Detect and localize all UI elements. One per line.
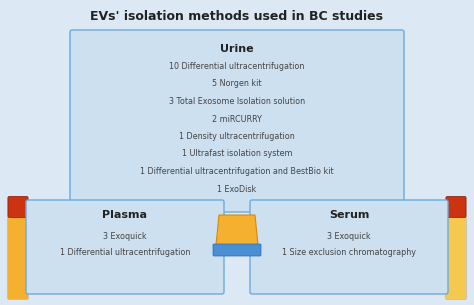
Text: 3 Exoquick: 3 Exoquick: [103, 232, 147, 241]
Text: 3 Total Exosome Isolation solution: 3 Total Exosome Isolation solution: [169, 97, 305, 106]
Text: 1 Size exclusion chromatography: 1 Size exclusion chromatography: [282, 248, 416, 257]
FancyBboxPatch shape: [8, 196, 28, 300]
Text: EVs' isolation methods used in BC studies: EVs' isolation methods used in BC studie…: [91, 10, 383, 23]
Text: 1 Ultrafast isolation system: 1 Ultrafast isolation system: [182, 149, 292, 159]
FancyBboxPatch shape: [8, 196, 28, 217]
Text: Serum: Serum: [329, 210, 369, 220]
FancyBboxPatch shape: [213, 244, 261, 256]
FancyBboxPatch shape: [446, 196, 466, 300]
Text: 1 Differential ultracentrifugation and BestBio kit: 1 Differential ultracentrifugation and B…: [140, 167, 334, 176]
FancyBboxPatch shape: [446, 196, 466, 217]
Text: 1 ExoDisk: 1 ExoDisk: [218, 185, 256, 193]
Text: Urine: Urine: [220, 44, 254, 54]
Text: 1 Differential ultracentrifugation: 1 Differential ultracentrifugation: [60, 248, 190, 257]
Polygon shape: [215, 215, 259, 255]
Text: 5 Norgen kit: 5 Norgen kit: [212, 80, 262, 88]
Text: 2 miRCURRY: 2 miRCURRY: [212, 114, 262, 124]
FancyBboxPatch shape: [26, 200, 224, 294]
Text: Plasma: Plasma: [102, 210, 147, 220]
Text: 3 Exoquick: 3 Exoquick: [327, 232, 371, 241]
Text: 10 Differential ultracentrifugation: 10 Differential ultracentrifugation: [169, 62, 305, 71]
FancyBboxPatch shape: [250, 200, 448, 294]
FancyBboxPatch shape: [70, 30, 404, 212]
Text: 1 Density ultracentrifugation: 1 Density ultracentrifugation: [179, 132, 295, 141]
